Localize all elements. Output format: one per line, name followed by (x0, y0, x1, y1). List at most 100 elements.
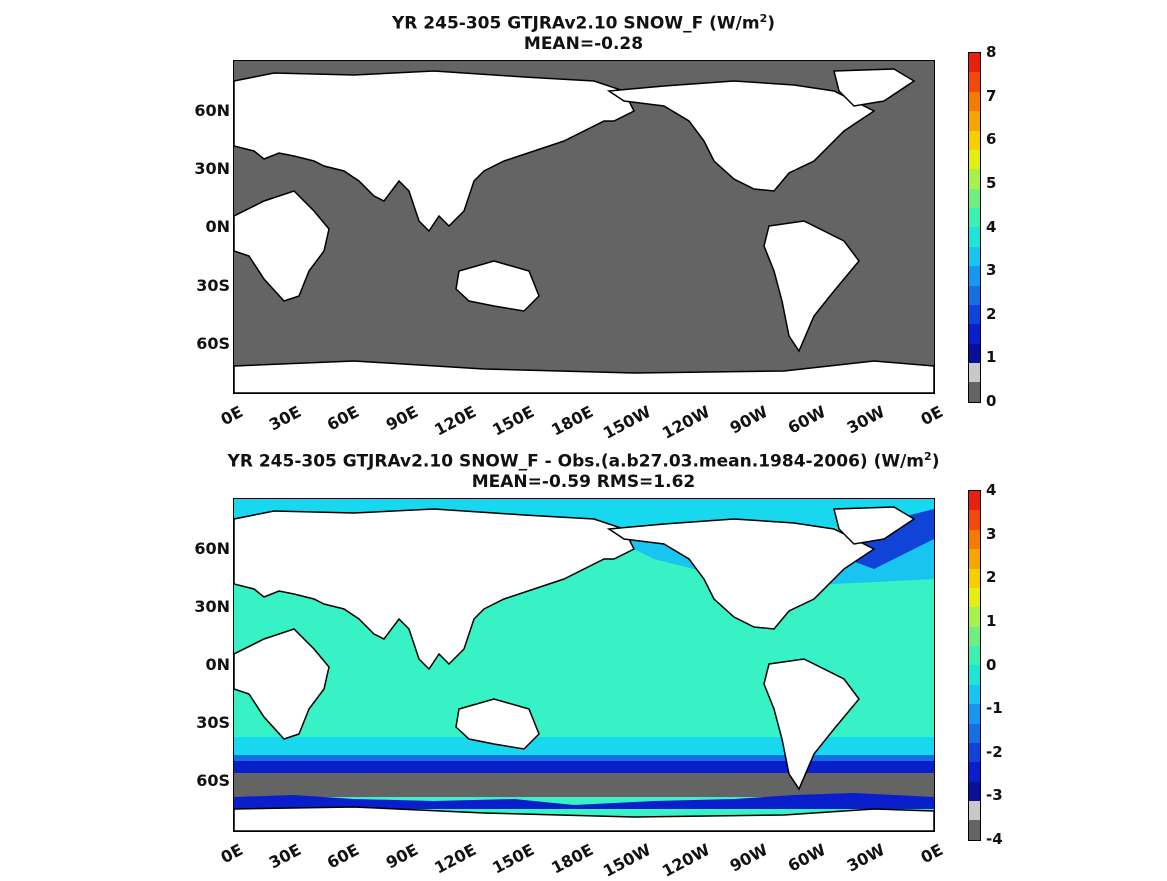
panel2-colorbar-segment (969, 549, 980, 569)
panel2-colorbar-tick: -4 (986, 830, 1003, 848)
panel2-lon-label: 30W (843, 840, 888, 876)
panel2-colorbar-tick: 3 (986, 524, 997, 543)
panel1-colorbar-tick: 4 (986, 217, 997, 236)
panel1-lon-label: 90W (726, 402, 771, 438)
panel2-colorbar-segment (969, 781, 980, 801)
panel2-colorbar-segment (969, 529, 980, 550)
panel2-lon-label: 90W (726, 840, 771, 876)
panel2-lon-label: 60E (324, 840, 363, 873)
panel1-lon-label: 150E (489, 402, 538, 440)
panel2-lat-30n: 30N (194, 597, 230, 616)
panel1-colorbar-segment (969, 363, 980, 383)
panel2-lon-label: 90E (382, 840, 421, 873)
panel2-lat-60s: 60S (196, 771, 230, 790)
panel2-mean-rms: MEAN=-0.59 RMS=1.62 (471, 472, 696, 492)
panel2-colorbar-segment (969, 665, 980, 685)
panel1-lon-label: 30W (843, 402, 888, 438)
panel1-lon-label: 180E (547, 402, 596, 440)
panel1-lat-60s: 60S (196, 334, 230, 353)
panel2-colorbar-segment (969, 626, 980, 646)
panel2-lat-30s: 30S (196, 713, 230, 732)
panel2-colorbar-tick: -1 (986, 699, 1003, 718)
land-masses (234, 68, 934, 393)
panel1-lon-label: 60E (324, 402, 363, 435)
panel1-colorbar-segment (969, 382, 980, 402)
panel2-colorbar-tick: 0 (986, 655, 997, 674)
panel2-colorbar-segment (969, 510, 980, 530)
panel1-title: YR 245-305 GTJRAv2.10 SNOW_F (W/m2) (0, 8, 1167, 35)
panel2-colorbar-segment (969, 607, 980, 627)
panel2-lon-label: 30E (266, 840, 305, 873)
panel1-mean: MEAN=-0.28 (523, 34, 644, 54)
panel1-colorbar-segment (969, 188, 980, 208)
panel2-colorbar-segment (969, 568, 980, 588)
panel2-colorbar-segment (969, 646, 980, 666)
panel2-title-close: ) (931, 451, 940, 472)
panel1-colorbar-segment (969, 91, 980, 112)
panel1-colorbar-segment (969, 343, 980, 363)
land-masses (234, 506, 934, 831)
panel1-colorbar-tick: 6 (986, 130, 997, 149)
panel2-title-text: YR 245-305 GTJRAv2.10 SNOW_F - Obs.(a.b2… (227, 451, 925, 472)
panel1-colorbar (968, 52, 981, 403)
panel2-colorbar-tick: 2 (986, 568, 997, 587)
panel1-colorbar-segment (969, 72, 980, 92)
panel2-lon-label: 0E (917, 840, 946, 868)
panel1-map-svg (234, 61, 934, 393)
panel1-colorbar-segment (969, 246, 980, 267)
panel1-lat-30s: 30S (196, 276, 230, 295)
panel1-colorbar-segment (969, 266, 980, 286)
panel1-lon-label: 120W (658, 402, 713, 443)
panel2-colorbar-segment (969, 704, 980, 724)
panel1-colorbar-segment (969, 111, 980, 131)
panel2-lon-label: 0E (217, 840, 246, 868)
panel2-colorbar-segment (969, 723, 980, 743)
panel2-lat-0n: 0N (205, 655, 230, 674)
panel1-lon-label: 120E (431, 402, 480, 440)
panel2-map-svg (234, 499, 934, 831)
panel2-colorbar-segment (969, 820, 980, 840)
panel1-colorbar-tick: 5 (986, 173, 997, 192)
panel1-title-sup: 2 (759, 12, 768, 25)
panel1-colorbar-tick: 7 (986, 86, 997, 105)
panel1-colorbar-segment (969, 149, 980, 170)
panel2-lon-label: 60W (785, 840, 830, 876)
panel2-map (233, 498, 935, 832)
panel1-lon-label: 60W (785, 402, 830, 438)
southern-band-1 (234, 737, 934, 755)
panel1-colorbar-segment (969, 208, 980, 228)
panel1-colorbar-segment (969, 227, 980, 247)
panel2-colorbar-segment (969, 491, 980, 511)
panel1-colorbar-segment (969, 169, 980, 189)
panel1-title-text: YR 245-305 GTJRAv2.10 SNOW_F (W/m (391, 13, 760, 34)
panel1-colorbar-tick: 2 (986, 304, 997, 323)
panel2-colorbar-tick: -2 (986, 742, 1003, 761)
panel2-colorbar-segment (969, 762, 980, 782)
panel1-colorbar-segment (969, 304, 980, 325)
panel2-lon-label: 180E (547, 840, 596, 878)
panel2-colorbar-tick: 1 (986, 611, 997, 630)
panel1-colorbar-tick: 3 (986, 261, 997, 280)
panel1-lat-0n: 0N (205, 217, 230, 236)
panel2-colorbar-segment (969, 801, 980, 821)
panel2-colorbar-tick: -3 (986, 786, 1003, 805)
panel1-lon-label: 0E (917, 402, 946, 430)
panel1-lon-label: 150W (600, 402, 655, 443)
panel1-colorbar-tick: 0 (986, 392, 997, 410)
panel2-colorbar-segment (969, 587, 980, 608)
panel2-colorbar-segment (969, 742, 980, 763)
panel2-lat-60n: 60N (194, 539, 230, 558)
panel1-map (233, 60, 935, 394)
panel1-colorbar-segment (969, 285, 980, 305)
panel2-colorbar-segment (969, 684, 980, 705)
panel1-lat-60n: 60N (194, 101, 230, 120)
panel2-colorbar-tick: 4 (986, 481, 997, 499)
panel2-title: YR 245-305 GTJRAv2.10 SNOW_F - Obs.(a.b2… (0, 446, 1167, 473)
southern-grey-band (234, 773, 934, 797)
panel1-lat-30n: 30N (194, 159, 230, 178)
panel1-lon-label: 30E (266, 402, 305, 435)
panel2-lon-label: 150E (489, 840, 538, 878)
north-pacific-atlantic-band (614, 519, 934, 589)
panel1-lon-label: 0E (217, 402, 246, 430)
panel2-title-sup: 2 (924, 450, 932, 463)
